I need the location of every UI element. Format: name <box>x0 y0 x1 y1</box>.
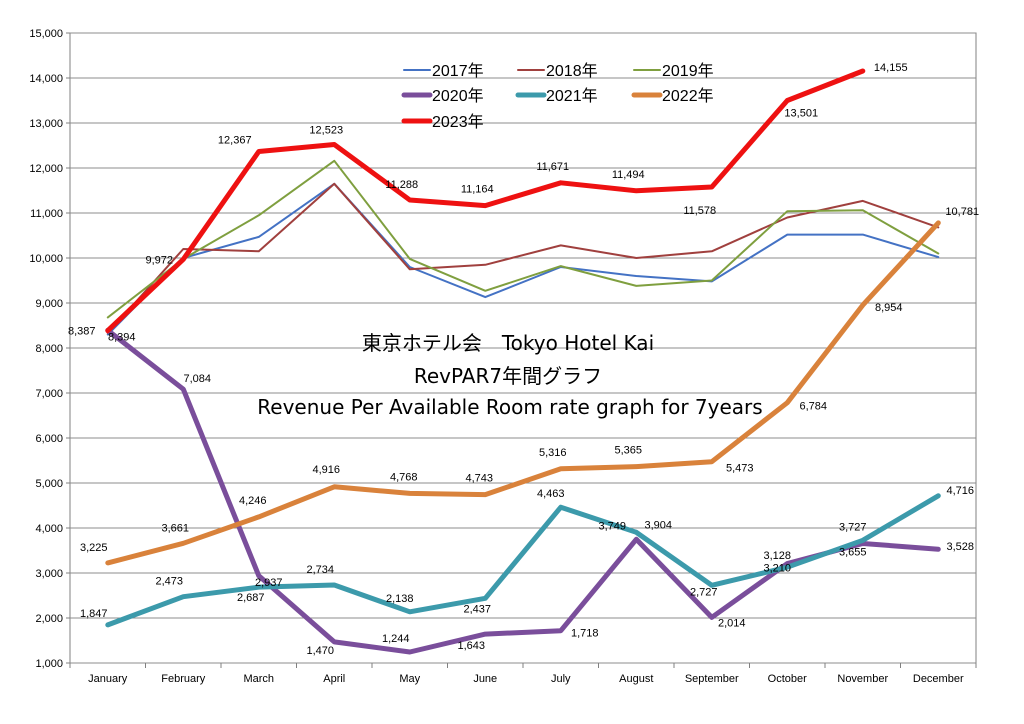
data-label: 4,716 <box>946 485 974 497</box>
data-label: 9,972 <box>145 254 173 266</box>
x-tick-label: June <box>473 673 497 685</box>
x-tick-label: September <box>685 673 739 685</box>
chart-title: 東京ホテル会 Tokyo Hotel Kai RevPAR7年間グラフ Reve… <box>257 331 762 419</box>
data-label: 2,727 <box>690 586 718 598</box>
data-labels: 8,394 7,084 2,937 1,470 1,244 1,643 1,718 3,749… <box>68 62 979 657</box>
y-tick-label: 13,000 <box>29 118 63 130</box>
y-tick-label: 9,000 <box>35 298 63 310</box>
y-axis: 1,000 2,000 3,000 4,000 5,000 6,000 7,000 8,000… <box>29 28 70 670</box>
x-tick-label: December <box>913 673 964 685</box>
data-label: 2,734 <box>306 564 334 576</box>
data-label: 14,155 <box>874 62 908 74</box>
y-tick-label: 12,000 <box>29 163 63 175</box>
data-label: 3,128 <box>763 550 791 562</box>
data-label: 5,473 <box>726 463 754 475</box>
x-tick-label: February <box>161 673 206 685</box>
data-label: 11,578 <box>683 205 716 217</box>
data-label: 4,916 <box>312 464 340 476</box>
data-label: 1,244 <box>382 633 410 645</box>
y-tick-label: 1,000 <box>35 658 63 670</box>
y-tick-label: 14,000 <box>29 73 63 85</box>
x-axis: January February March April May June July Augu… <box>69 663 977 685</box>
legend: 2017年 2018年 2019年 2020年 2021年 2022年 2023年 <box>401 62 714 131</box>
y-tick-label: 3,000 <box>35 568 63 580</box>
legend-label: 2017年 <box>432 62 484 80</box>
series-line-4 <box>105 493 941 628</box>
y-tick-label: 11,000 <box>30 208 63 220</box>
legend-label: 2020年 <box>432 87 484 105</box>
data-label: 2,138 <box>386 593 414 605</box>
data-label: 11,671 <box>536 161 569 173</box>
x-tick-label: November <box>837 673 888 685</box>
data-label: 2,014 <box>718 617 746 629</box>
legend-label: 2021年 <box>546 87 598 105</box>
data-label: 3,661 <box>161 522 189 534</box>
data-label: 1,470 <box>306 645 334 657</box>
y-tick-label: 2,000 <box>35 613 63 625</box>
y-tick-label: 5,000 <box>35 478 63 490</box>
series-line-2 <box>106 159 940 319</box>
data-label: 2,937 <box>255 577 283 589</box>
y-tick-label: 7,000 <box>35 388 63 400</box>
x-tick-label: October <box>768 673 807 685</box>
series-lines <box>105 68 941 655</box>
data-label: 3,225 <box>80 542 108 554</box>
data-label: 4,463 <box>537 488 565 500</box>
series-line-0 <box>106 182 940 336</box>
x-tick-label: July <box>551 673 571 685</box>
legend-label: 2022年 <box>662 87 714 105</box>
data-label: 13,501 <box>784 107 818 119</box>
data-label: 3,210 <box>763 563 791 575</box>
data-label: 11,288 <box>385 179 418 191</box>
y-tick-label: 6,000 <box>35 433 63 445</box>
title-line-2: RevPAR7年間グラフ <box>414 364 602 388</box>
data-label: 10,781 <box>945 206 979 218</box>
y-tick-label: 10,000 <box>29 253 63 265</box>
data-label: 12,367 <box>218 134 252 146</box>
y-tick-label: 15,000 <box>29 28 63 40</box>
series-line-6 <box>105 68 866 334</box>
data-label: 1,643 <box>457 640 485 652</box>
data-label: 5,365 <box>614 445 642 457</box>
series-line-1 <box>106 182 940 335</box>
title-line-3: Revenue Per Available Room rate graph fo… <box>257 395 762 419</box>
data-label: 1,847 <box>80 608 108 620</box>
data-label: 5,316 <box>539 447 567 459</box>
x-tick-label: April <box>323 673 345 685</box>
x-tick-label: May <box>399 673 420 685</box>
title-line-1: 東京ホテル会 Tokyo Hotel Kai <box>362 331 654 355</box>
data-label: 3,749 <box>598 520 626 532</box>
legend-label: 2023年 <box>432 113 484 131</box>
data-label: 3,727 <box>839 521 867 533</box>
legend-label: 2018年 <box>546 62 598 80</box>
data-label: 11,494 <box>612 169 645 181</box>
legend-label: 2019年 <box>662 62 714 80</box>
x-tick-label: August <box>619 673 653 685</box>
data-label: 2,473 <box>155 576 183 588</box>
data-label: 12,523 <box>309 124 343 136</box>
data-label: 3,904 <box>644 519 672 531</box>
data-label: 2,687 <box>237 592 265 604</box>
y-tick-label: 8,000 <box>35 343 63 355</box>
data-label: 4,768 <box>390 471 418 483</box>
x-tick-label: March <box>243 673 274 685</box>
data-label: 8,394 <box>108 331 136 343</box>
data-label: 7,084 <box>183 373 211 385</box>
x-tick-label: January <box>88 673 128 685</box>
data-label: 3,655 <box>839 547 867 559</box>
data-label: 4,743 <box>465 473 493 485</box>
data-label: 1,718 <box>571 628 599 640</box>
data-label: 11,164 <box>461 184 494 196</box>
data-label: 8,954 <box>875 302 903 314</box>
series-line-5 <box>105 220 941 566</box>
data-label: 8,387 <box>68 326 96 338</box>
data-label: 6,784 <box>799 401 827 413</box>
data-label: 4,246 <box>239 495 267 507</box>
data-label: 3,528 <box>946 541 974 553</box>
y-tick-label: 4,000 <box>35 523 63 535</box>
data-label: 2,437 <box>463 603 491 615</box>
